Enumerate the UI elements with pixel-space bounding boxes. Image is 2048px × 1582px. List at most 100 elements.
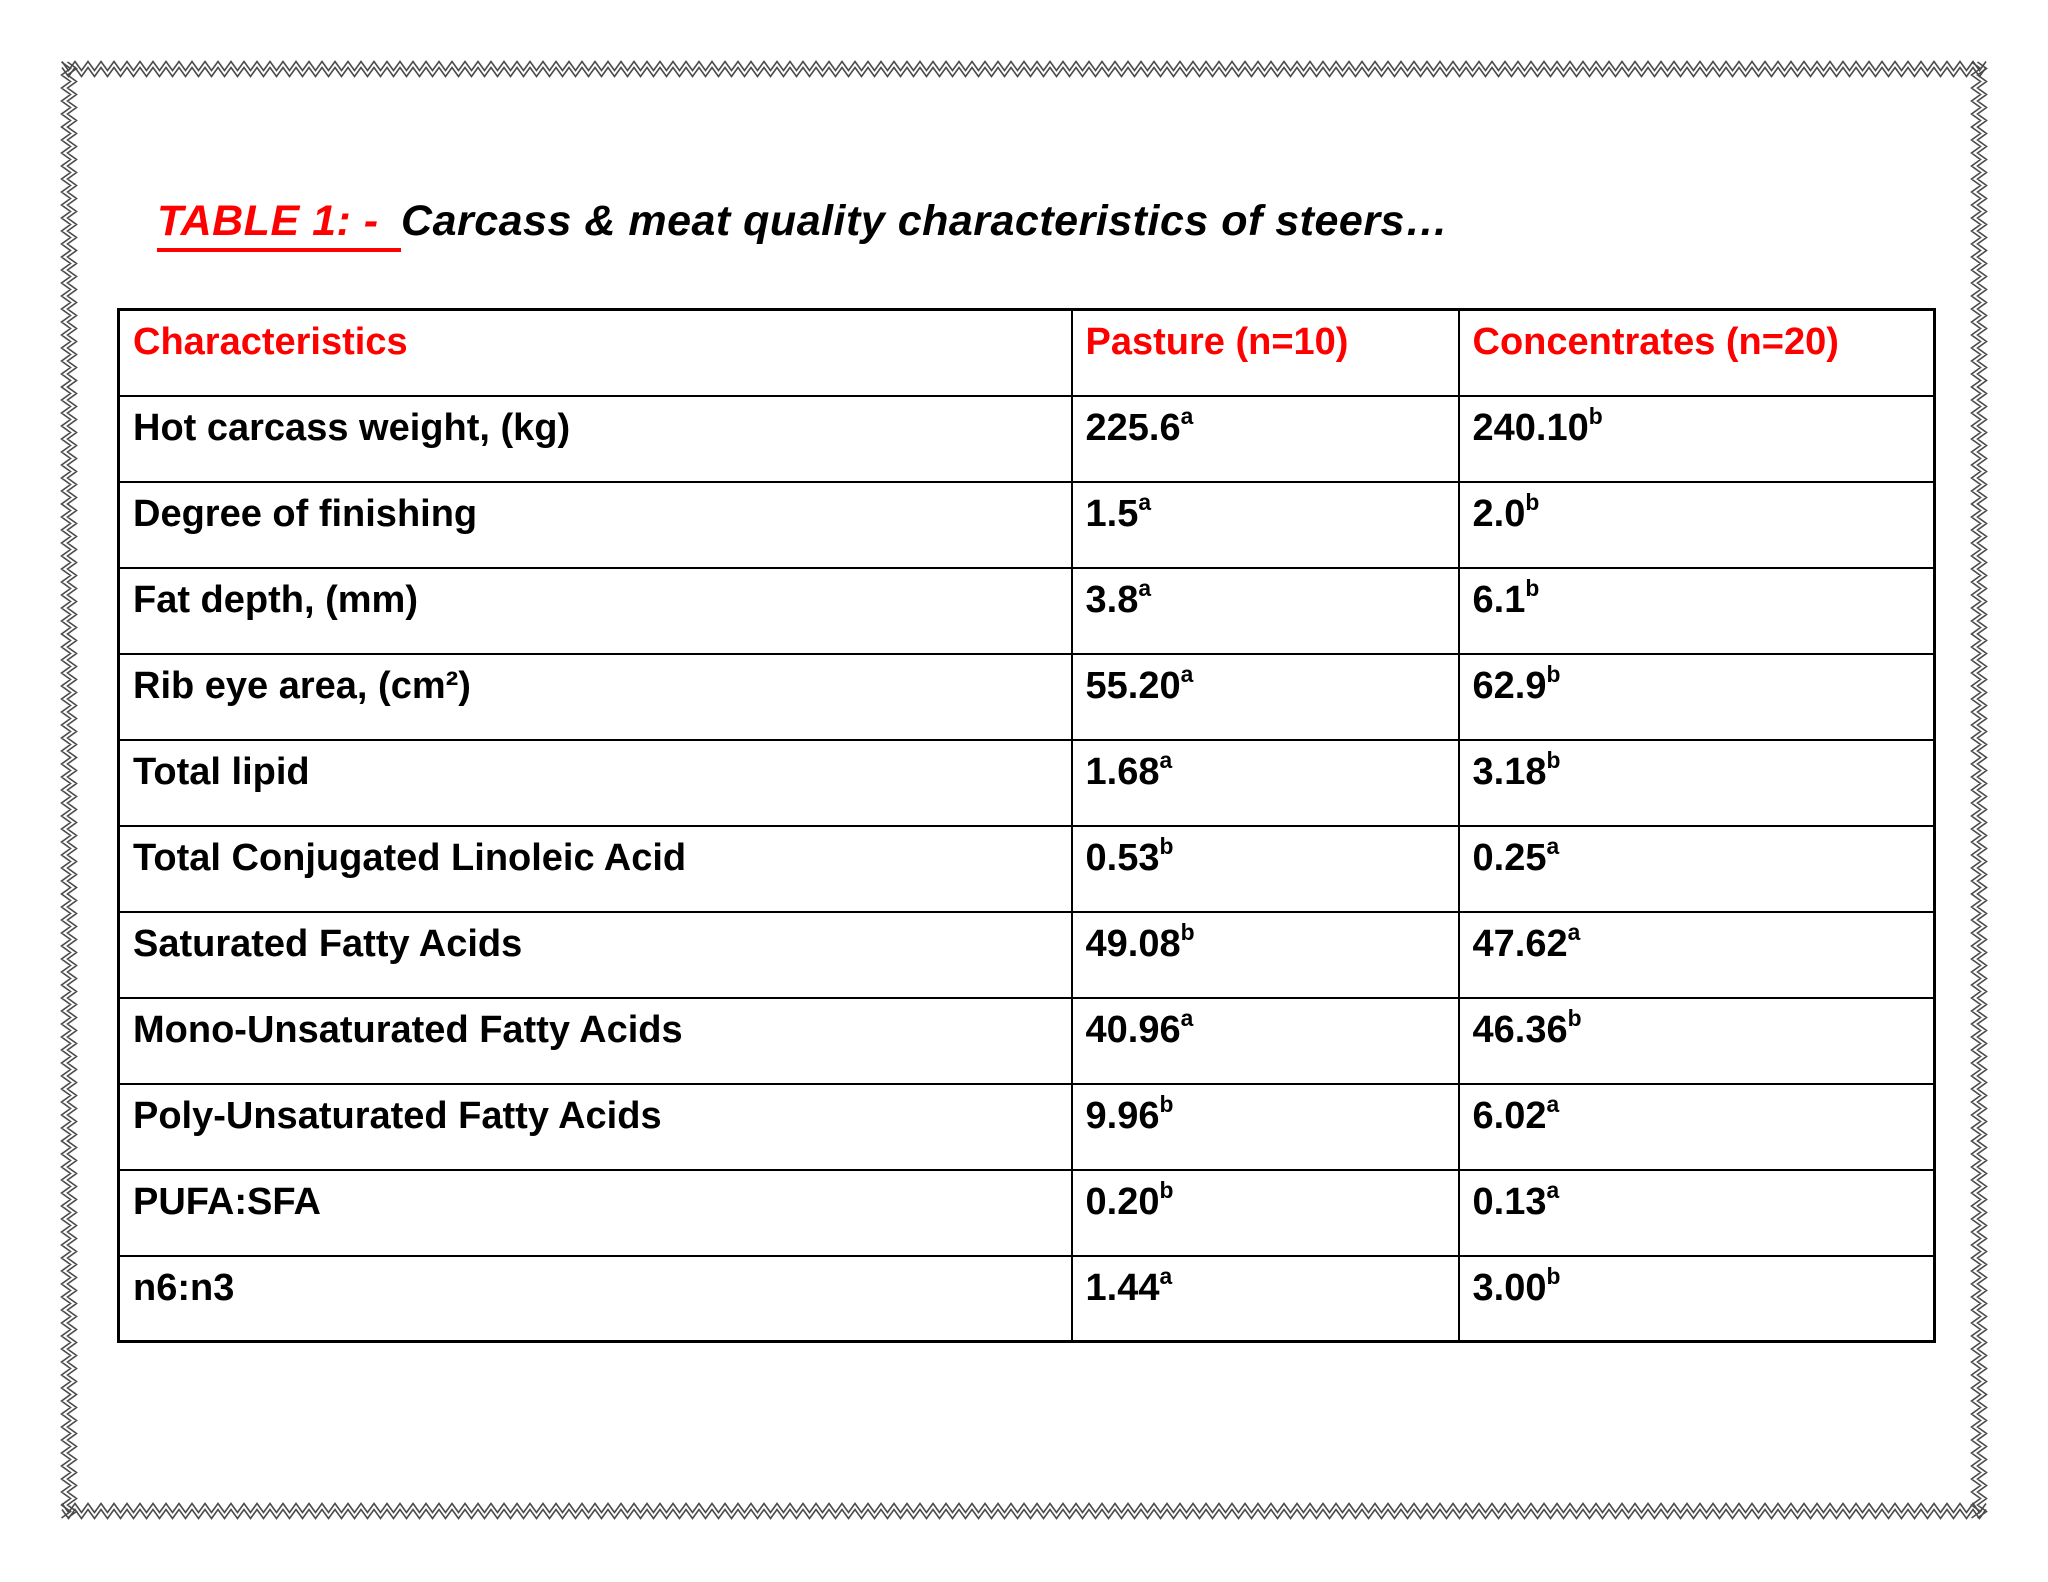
row-label: Saturated Fatty Acids [117,910,1073,999]
significance-superscript: a [1138,489,1152,516]
table-row: Poly-Unsaturated Fatty Acids 9.96b 6.02a [117,1082,1936,1171]
header-row: Characteristics Pasture (n=10) Concentra… [117,308,1936,397]
table-row: Saturated Fatty Acids 49.08b 47.62a [117,910,1936,999]
data-table: Characteristics Pasture (n=10) Concentra… [117,308,1936,1343]
pasture-value: 1.5a [1070,480,1460,569]
significance-superscript: b [1159,1091,1174,1118]
significance-superscript: a [1159,747,1173,774]
significance-superscript: b [1588,403,1603,430]
significance-superscript: a [1180,1005,1194,1032]
pasture-value: 0.53b [1070,824,1460,913]
concentrates-value: 6.1b [1457,566,1936,655]
row-label: Rib eye area, (cm²) [117,652,1073,741]
table-caption: TABLE 1: - Carcass & meat quality charac… [157,197,1449,252]
table-row: Fat depth, (mm) 3.8a 6.1b [117,566,1936,655]
cell-value: 6.02 [1472,1094,1547,1137]
significance-superscript: a [1180,403,1194,430]
significance-superscript: b [1546,1263,1561,1290]
cell-value: 0.13 [1472,1180,1547,1223]
cell-value: 225.6 [1085,406,1181,449]
table-caption-number: TABLE 1: - [157,197,402,252]
row-label: Poly-Unsaturated Fatty Acids [117,1082,1073,1171]
table-row: PUFA:SFA 0.20b 0.13a [117,1168,1936,1257]
significance-superscript: a [1180,661,1194,688]
significance-superscript: b [1546,747,1561,774]
cell-value: 3.00 [1472,1266,1547,1309]
concentrates-value: 6.02a [1457,1082,1936,1171]
col-header-concentrates: Concentrates (n=20) [1457,308,1936,397]
cell-value: 62.9 [1472,664,1547,707]
cell-value: 3.18 [1472,750,1547,793]
row-label: Total lipid [117,738,1073,827]
cell-value: 40.96 [1085,1008,1181,1051]
pasture-value: 40.96a [1070,996,1460,1085]
significance-superscript: b [1180,919,1195,946]
table-row: n6:n3 1.44a 3.00b [117,1254,1936,1343]
row-label: n6:n3 [117,1254,1073,1343]
cell-value: 47.62 [1472,922,1568,965]
pasture-value: 9.96b [1070,1082,1460,1171]
cell-value: 49.08 [1085,922,1181,965]
significance-superscript: a [1138,575,1152,602]
cell-value: 55.20 [1085,664,1181,707]
table-body: Hot carcass weight, (kg) 225.6a 240.10b Deg… [117,394,1936,1343]
concentrates-value: 0.13a [1457,1168,1936,1257]
table-header: Characteristics Pasture (n=10) Concentra… [117,308,1936,397]
table-caption-text: Carcass & meat quality characteristics o… [401,197,1449,245]
significance-superscript: b [1159,833,1174,860]
row-label: Mono-Unsaturated Fatty Acids [117,996,1073,1085]
row-label: Total Conjugated Linoleic Acid [117,824,1073,913]
pasture-value: 225.6a [1070,394,1460,483]
row-label: Degree of finishing [117,480,1073,569]
row-label: Hot carcass weight, (kg) [117,394,1073,483]
pasture-value: 1.44a [1070,1254,1460,1343]
cell-value: 0.53 [1085,836,1160,879]
cell-value: 2.0 [1472,492,1526,535]
significance-superscript: a [1546,1091,1560,1118]
table-row: Total Conjugated Linoleic Acid 0.53b 0.25a [117,824,1936,913]
concentrates-value: 3.18b [1457,738,1936,827]
table-row: Degree of finishing 1.5a 2.0b [117,480,1936,569]
cell-value: 3.8 [1085,578,1139,621]
cell-value: 0.20 [1085,1180,1160,1223]
concentrates-value: 240.10b [1457,394,1936,483]
pasture-value: 0.20b [1070,1168,1460,1257]
cell-value: 1.5 [1085,492,1139,535]
pasture-value: 3.8a [1070,566,1460,655]
significance-superscript: b [1525,489,1540,516]
cell-value: 1.68 [1085,750,1160,793]
col-header-characteristics: Characteristics [117,308,1073,397]
significance-superscript: a [1159,1263,1173,1290]
concentrates-value: 3.00b [1457,1254,1936,1343]
cell-value: 240.10 [1472,406,1589,449]
row-label: Fat depth, (mm) [117,566,1073,655]
significance-superscript: b [1567,1005,1582,1032]
cell-value: 6.1 [1472,578,1526,621]
table-row: Total lipid 1.68a 3.18b [117,738,1936,827]
cell-value: 9.96 [1085,1094,1160,1137]
concentrates-value: 47.62a [1457,910,1936,999]
cell-value: 0.25 [1472,836,1547,879]
concentrates-value: 46.36b [1457,996,1936,1085]
pasture-value: 49.08b [1070,910,1460,999]
cell-value: 1.44 [1085,1266,1160,1309]
significance-superscript: b [1525,575,1540,602]
pasture-value: 55.20a [1070,652,1460,741]
cell-value: 46.36 [1472,1008,1568,1051]
significance-superscript: b [1546,661,1561,688]
col-header-pasture: Pasture (n=10) [1070,308,1460,397]
table-row: Rib eye area, (cm²) 55.20a 62.9b [117,652,1936,741]
significance-superscript: a [1546,833,1560,860]
pasture-value: 1.68a [1070,738,1460,827]
concentrates-value: 2.0b [1457,480,1936,569]
significance-superscript: a [1546,1177,1560,1204]
table-row: Hot carcass weight, (kg) 225.6a 240.10b [117,394,1936,483]
significance-superscript: a [1567,919,1581,946]
concentrates-value: 0.25a [1457,824,1936,913]
table-row: Mono-Unsaturated Fatty Acids 40.96a 46.36b [117,996,1936,1085]
concentrates-value: 62.9b [1457,652,1936,741]
significance-superscript: b [1159,1177,1174,1204]
row-label: PUFA:SFA [117,1168,1073,1257]
